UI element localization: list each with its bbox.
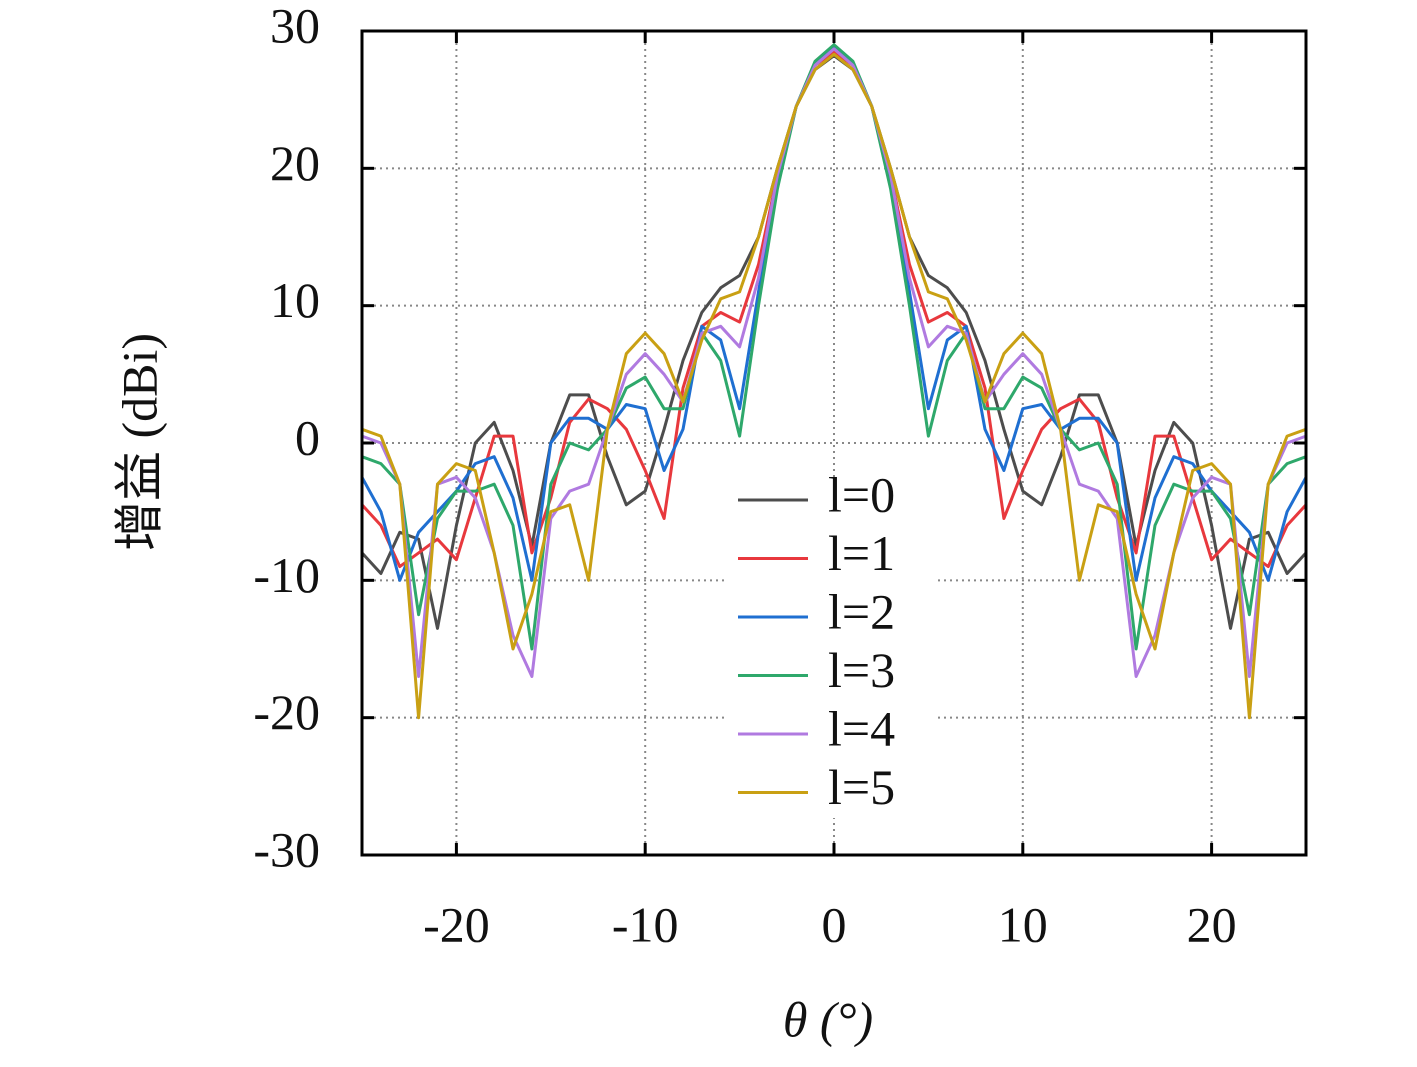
legend-label: l=2 bbox=[828, 583, 895, 639]
legend-label: l=0 bbox=[828, 466, 895, 522]
y-tick-label: -10 bbox=[253, 547, 320, 603]
series-line bbox=[360, 50, 1308, 569]
legend-label: l=1 bbox=[828, 525, 895, 581]
y-tick-label: 30 bbox=[270, 0, 320, 53]
series-line bbox=[361, 52, 1307, 720]
series-line bbox=[361, 43, 1307, 651]
y-tick-label: 10 bbox=[270, 272, 320, 328]
legend-label: l=5 bbox=[828, 759, 895, 815]
legend-label: l=3 bbox=[828, 642, 895, 698]
x-tick-label: 10 bbox=[998, 896, 1048, 952]
plot-frame bbox=[360, 29, 1308, 857]
y-tick-label: -30 bbox=[253, 821, 320, 877]
x-axis-label: θ (°) bbox=[783, 991, 873, 1047]
x-tick-label: -20 bbox=[423, 896, 490, 952]
legend-label: l=4 bbox=[828, 700, 895, 756]
x-tick-label: -10 bbox=[612, 896, 679, 952]
x-tick-label: 20 bbox=[1187, 896, 1237, 952]
y-tick-label: 20 bbox=[270, 135, 320, 191]
legend-box bbox=[725, 478, 935, 818]
series-line bbox=[361, 47, 1307, 678]
y-tick-label: 0 bbox=[295, 409, 320, 465]
x-tick-label: 0 bbox=[822, 896, 847, 952]
y-tick-label: -20 bbox=[253, 684, 320, 740]
y-axis-label: 增益 (dBi) bbox=[111, 333, 167, 551]
